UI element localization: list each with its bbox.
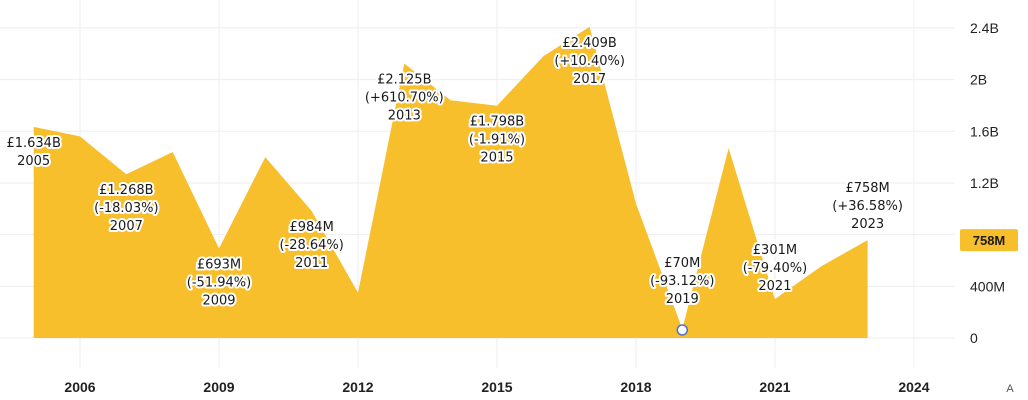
annotation-label: 2015 (480, 151, 513, 166)
y-tick-label: 1.2B (970, 175, 999, 191)
x-tick-label: 2012 (342, 379, 373, 395)
annotation-label: (+36.58%) (832, 199, 903, 214)
x-tick-label: 2021 (759, 379, 790, 395)
annotation-label: (-51.94%) (187, 275, 251, 290)
annotation-label: (-28.64%) (279, 238, 343, 253)
last-value-badge (960, 229, 1018, 252)
y-tick-label: 2B (970, 72, 987, 88)
annotation-label: £758M (845, 181, 889, 196)
annotation-label: (+610.70%) (365, 90, 444, 105)
annotation-label: (-1.91%) (469, 133, 525, 148)
annotation-label: 2023 (851, 217, 884, 232)
annotation-label: (-79.40%) (743, 261, 807, 276)
y-tick-label: 2.4B (970, 20, 999, 36)
annotation-label: £2.125B (377, 72, 431, 87)
area-series (33, 26, 868, 339)
annotation-label: 2013 (388, 108, 421, 123)
x-tick-label: 2024 (898, 379, 929, 395)
y-tick-label: 400M (970, 278, 1005, 294)
scale-mode-button[interactable]: A (1006, 383, 1014, 395)
annotation-label: £1.634B (6, 136, 60, 151)
annotation-label: £2.409B (562, 36, 616, 51)
y-tick-label: 0 (970, 330, 978, 346)
annotation-label: 2021 (758, 279, 791, 294)
x-tick-label: 2006 (64, 379, 95, 395)
annotation-label: (+10.40%) (554, 54, 625, 69)
y-tick-label: 1.6B (970, 123, 999, 139)
annotation-label: £984M (289, 220, 333, 235)
x-tick-label: 2015 (481, 379, 512, 395)
x-tick-label: 2018 (620, 379, 651, 395)
annotation-label: 2011 (295, 256, 328, 271)
annotation-label: £1.268B (99, 183, 153, 198)
annotation-label: £693M (197, 257, 241, 272)
annotation-label: (-18.03%) (94, 201, 158, 216)
annotation-label: 2009 (202, 293, 235, 308)
annotation-label: £1.798B (470, 115, 524, 130)
annotation-label: 2007 (110, 219, 143, 234)
annotation-label: £301M (753, 243, 797, 258)
annotation-label: 2005 (17, 154, 50, 169)
annotation-label: 2019 (666, 292, 699, 307)
annotation-label: £70M (664, 256, 700, 271)
annotation-label: 2017 (573, 72, 606, 87)
annotation-label: (-93.12%) (650, 274, 714, 289)
last-value-label: 758M (973, 233, 1006, 248)
highlight-point-marker[interactable] (676, 324, 689, 336)
x-tick-label: 2009 (203, 379, 234, 395)
